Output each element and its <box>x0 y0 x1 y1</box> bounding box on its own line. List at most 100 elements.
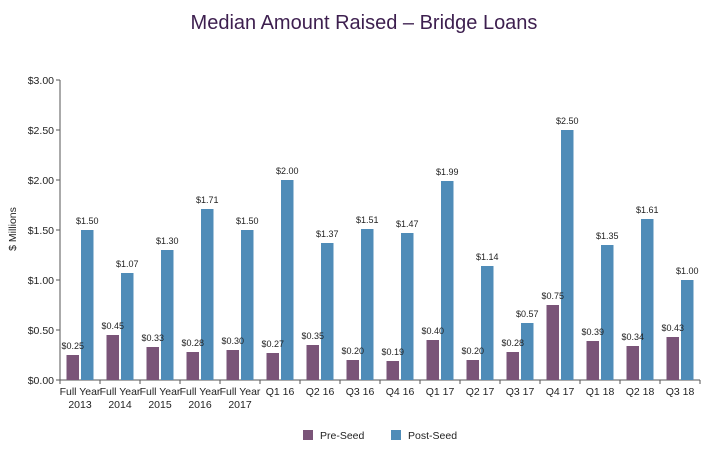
chart-title: Median Amount Raised – Bridge Loans <box>191 12 538 34</box>
x-tick-label: 2017 <box>228 399 252 411</box>
data-label-pre-seed: $0.40 <box>421 326 444 336</box>
bar-post-seed <box>121 273 134 380</box>
x-tick-label: 2014 <box>108 399 132 411</box>
legend-swatch-pre-seed <box>303 430 313 440</box>
bar-pre-seed <box>346 360 359 380</box>
x-tick-label: Q4 17 <box>546 386 575 398</box>
legend-label-pre-seed: Pre-Seed <box>320 430 365 442</box>
bar-pre-seed <box>146 347 159 380</box>
x-tick-label: Full Year <box>180 386 221 398</box>
y-axis-label: $ Millions <box>7 207 19 251</box>
x-tick-label: 2015 <box>148 399 172 411</box>
x-tick-label: Q2 18 <box>626 386 655 398</box>
data-label-pre-seed: $0.45 <box>101 321 124 331</box>
data-label-pre-seed: $0.43 <box>661 323 684 333</box>
x-tick-label: Q4 16 <box>386 386 415 398</box>
bar-pre-seed <box>626 346 639 380</box>
legend: Pre-Seed Post-Seed <box>303 430 457 442</box>
y-tick-label: $3.00 <box>28 75 54 87</box>
bar-post-seed <box>401 233 414 380</box>
bar-post-seed <box>441 181 454 380</box>
data-label-post-seed: $1.07 <box>116 259 139 269</box>
bar-post-seed <box>241 230 254 380</box>
y-tick-label: $0.00 <box>28 375 54 387</box>
x-tick-label: 2016 <box>188 399 212 411</box>
bar-post-seed <box>361 229 374 380</box>
bar-pre-seed <box>66 355 79 380</box>
x-tick-label: Full Year <box>100 386 141 398</box>
x-tick-label: Q1 18 <box>586 386 615 398</box>
legend-swatch-post-seed <box>391 430 401 440</box>
data-label-post-seed: $1.35 <box>596 231 619 241</box>
x-tick-label: Full Year <box>60 386 101 398</box>
data-label-pre-seed: $0.28 <box>501 338 524 348</box>
data-label-post-seed: $1.00 <box>676 266 699 276</box>
data-label-pre-seed: $0.33 <box>141 333 164 343</box>
y-tick-label: $2.00 <box>28 175 54 187</box>
data-label-pre-seed: $0.35 <box>301 331 324 341</box>
bar-pre-seed <box>466 360 479 380</box>
bar-pre-seed <box>186 352 199 380</box>
bar-pre-seed <box>666 337 679 380</box>
bar-post-seed <box>281 180 294 380</box>
data-label-pre-seed: $0.34 <box>621 332 644 342</box>
bar-post-seed <box>681 280 694 380</box>
bar-pre-seed <box>106 335 119 380</box>
data-label-post-seed: $1.61 <box>636 205 659 215</box>
bar-post-seed <box>81 230 94 380</box>
data-labels: $0.25 $0.45 $0.33 $0.28 $0.30 $0.27 $0.35 $0.20… <box>61 116 698 357</box>
data-label-pre-seed: $0.20 <box>461 346 484 356</box>
data-label-post-seed: $1.71 <box>196 195 219 205</box>
data-label-post-seed: $2.50 <box>556 116 579 126</box>
x-tick-label: Full Year <box>220 386 261 398</box>
bar-post-seed <box>321 243 334 380</box>
data-label-post-seed: $1.47 <box>396 219 419 229</box>
y-tick-label: $0.50 <box>28 325 54 337</box>
bar-pre-seed <box>386 361 399 380</box>
x-tick-label: Q3 17 <box>506 386 535 398</box>
bar-pre-seed <box>586 341 599 380</box>
bar-post-seed <box>601 245 614 380</box>
x-tick-label: Q1 16 <box>266 386 295 398</box>
data-label-pre-seed: $0.75 <box>541 291 564 301</box>
bar-post-seed <box>641 219 654 380</box>
data-label-post-seed: $1.14 <box>476 252 499 262</box>
data-label-pre-seed: $0.25 <box>61 341 84 351</box>
bar-post-seed <box>161 250 174 380</box>
data-label-post-seed: $1.30 <box>156 236 179 246</box>
data-label-post-seed: $1.37 <box>316 229 339 239</box>
data-label-post-seed: $1.99 <box>436 167 459 177</box>
data-label-pre-seed: $0.30 <box>221 336 244 346</box>
bar-pre-seed <box>546 305 559 380</box>
bar-pre-seed <box>506 352 519 380</box>
bars <box>66 130 694 380</box>
x-tick-label: Q3 18 <box>666 386 695 398</box>
bar-pre-seed <box>306 345 319 380</box>
data-label-post-seed: $2.00 <box>276 166 299 176</box>
x-tick-label: 2013 <box>68 399 92 411</box>
y-tick-label: $1.00 <box>28 275 54 287</box>
bar-pre-seed <box>426 340 439 380</box>
bar-post-seed <box>201 209 214 380</box>
bar-post-seed <box>481 266 494 380</box>
data-label-pre-seed: $0.39 <box>581 327 604 337</box>
x-tick-label: Q2 16 <box>306 386 335 398</box>
data-label-post-seed: $1.50 <box>76 216 99 226</box>
data-label-pre-seed: $0.20 <box>341 346 364 356</box>
data-label-post-seed: $0.57 <box>516 309 539 319</box>
x-tick-label: Full Year <box>140 386 181 398</box>
bar-pre-seed <box>226 350 239 380</box>
data-label-pre-seed: $0.19 <box>381 347 404 357</box>
data-label-pre-seed: $0.27 <box>261 339 284 349</box>
y-tick-label: $1.50 <box>28 225 54 237</box>
data-label-post-seed: $1.51 <box>356 215 379 225</box>
data-label-pre-seed: $0.28 <box>181 338 204 348</box>
y-tick-label: $2.50 <box>28 125 54 137</box>
data-label-post-seed: $1.50 <box>236 216 259 226</box>
bar-post-seed <box>561 130 574 380</box>
bar-pre-seed <box>266 353 279 380</box>
x-tick-label: Q1 17 <box>426 386 455 398</box>
